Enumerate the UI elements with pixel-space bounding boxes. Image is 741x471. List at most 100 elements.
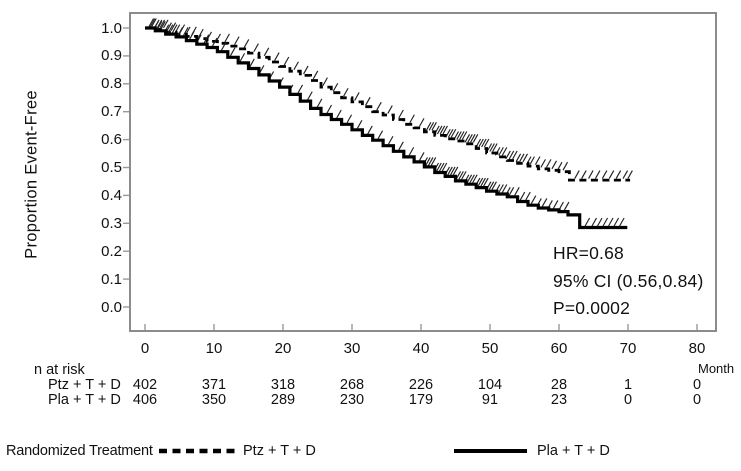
censor-tick-icon: [512, 150, 518, 160]
censor-tick-icon: [481, 138, 487, 148]
censor-tick-icon: [456, 131, 462, 140]
censor-tick-icon: [556, 161, 563, 171]
y-tick-label: 0.3: [101, 214, 122, 232]
censor-tick-icon: [541, 198, 548, 207]
censor-tick-icon: [149, 18, 156, 27]
censor-tick-icon: [491, 181, 497, 190]
x-tick-label: 80: [688, 340, 706, 357]
censor-tick-icon: [530, 195, 537, 204]
censor-tick-icon: [332, 82, 339, 92]
censor-tick-icon: [601, 170, 608, 179]
censor-tick-icon: [430, 157, 437, 166]
y-tick-label: 0.2: [101, 242, 122, 260]
censor-tick-icon: [387, 105, 393, 114]
censor-tick-icon: [501, 147, 508, 156]
censor-tick-icon: [498, 184, 504, 193]
censor-tick-icon: [253, 43, 259, 52]
censor-tick-icon: [508, 150, 515, 160]
censor-tick-icon: [466, 174, 473, 184]
y-tick-label: 0.8: [101, 75, 122, 93]
y-tick-label: 0.9: [101, 47, 122, 65]
censor-tick-icon: [501, 184, 508, 193]
censor-tick-icon: [263, 47, 270, 57]
censor-tick-icon: [608, 217, 614, 227]
censor-tick-icon: [447, 166, 453, 176]
censor-tick-icon: [458, 171, 464, 180]
censor-tick-icon: [283, 56, 290, 66]
km-curve-ptz: [145, 26, 631, 182]
censor-tick-icon: [239, 53, 246, 62]
risk-count: 406: [132, 392, 158, 408]
risk-row-label-pla: Pla + T + D: [48, 392, 121, 408]
censor-tick-icon: [425, 157, 431, 166]
censor-tick-icon: [441, 162, 448, 172]
censor-tick-icon: [613, 217, 620, 227]
censor-tick-icon: [166, 22, 172, 31]
censor-tick-icon: [488, 181, 495, 190]
risk-count: 179: [408, 392, 434, 408]
censor-tick-icon: [376, 101, 382, 111]
censor-tick-icon: [515, 153, 522, 163]
censor-tick-icon: [470, 134, 476, 143]
censor-tick-icon: [551, 160, 557, 170]
censor-tick-icon: [519, 191, 526, 201]
censor-tick-icon: [467, 134, 473, 143]
censor-tick-icon: [354, 92, 360, 101]
censor-tick-icon: [336, 109, 342, 119]
risk-count: 371: [201, 377, 227, 393]
censor-tick-icon: [346, 114, 353, 124]
legend-title: Randomized Treatment: [6, 443, 153, 459]
censor-tick-icon: [316, 98, 323, 108]
censor-tick-icon: [297, 84, 304, 94]
y-tick-label: 0.6: [101, 131, 122, 149]
risk-count: 230: [339, 392, 365, 408]
censor-tick-icon: [183, 27, 189, 36]
risk-count: 226: [408, 377, 434, 393]
x-tick-label: 70: [619, 340, 637, 357]
censor-tick-icon: [574, 170, 580, 179]
censor-tick-icon: [545, 159, 552, 168]
censor-tick-icon: [293, 61, 299, 71]
y-axis-title: Proportion Event-Free: [22, 90, 41, 259]
x-axis-unit-label: Month: [698, 361, 735, 376]
risk-count: 289: [270, 392, 296, 408]
censor-tick-icon: [489, 143, 495, 152]
censor-tick-icon: [428, 122, 435, 131]
censor-tick-icon: [356, 120, 363, 129]
risk-count: 0: [692, 392, 702, 408]
censor-tick-icon: [552, 200, 559, 209]
censor-tick-icon: [472, 134, 479, 143]
censor-tick-icon: [171, 24, 178, 33]
annotation-confidence-interval: 95% CI (0.56,0.84): [553, 271, 704, 291]
y-tick-label: 0.5: [101, 159, 122, 176]
censor-tick-icon: [508, 187, 515, 196]
censor-tick-icon: [326, 104, 333, 114]
censor-tick-icon: [525, 191, 531, 201]
censor-tick-icon: [627, 170, 633, 179]
censor-tick-icon: [522, 153, 529, 163]
risk-count: 91: [481, 392, 499, 408]
censor-tick-icon: [540, 159, 546, 168]
y-tick-label: 0.1: [101, 270, 122, 288]
censor-tick-icon: [322, 77, 328, 86]
censor-tick-icon: [498, 147, 504, 156]
censor-tick-icon: [234, 36, 240, 45]
risk-count: 318: [270, 377, 296, 393]
censor-tick-icon: [461, 131, 468, 140]
censor-tick-icon: [439, 125, 446, 135]
censor-tick-icon: [597, 217, 603, 227]
legend-label-ptz: Ptz + T + D: [243, 443, 316, 459]
risk-count: 350: [201, 392, 227, 408]
censor-tick-icon: [167, 24, 174, 33]
censor-tick-icon: [436, 125, 443, 135]
censor-tick-icon: [459, 131, 465, 140]
x-tick-label: 40: [412, 340, 430, 357]
censor-tick-icon: [529, 156, 535, 165]
censor-tick-icon: [534, 156, 541, 165]
legend-label-pla: Pla + T + D: [537, 443, 610, 459]
y-tick-label: 1.0: [101, 19, 122, 37]
censor-tick-icon: [447, 128, 454, 138]
censor-tick-icon: [343, 87, 349, 97]
